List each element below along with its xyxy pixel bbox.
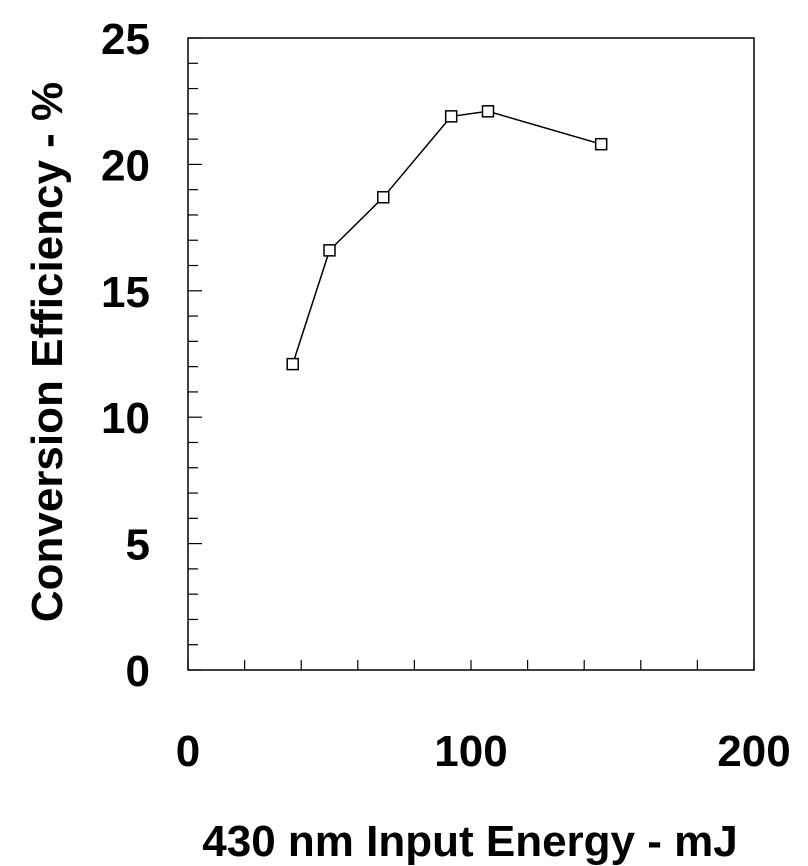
series xyxy=(286,105,608,371)
series-line xyxy=(291,110,602,365)
y-tick-label: 15 xyxy=(101,268,150,317)
x-tick-label: 100 xyxy=(434,727,507,776)
data-point xyxy=(481,105,495,118)
data-point xyxy=(323,244,336,257)
x-axis-title: 430 nm Input Energy - mJ xyxy=(202,817,737,866)
y-tick-label: 0 xyxy=(126,647,150,696)
x-tick-label: 0 xyxy=(176,727,200,776)
data-point xyxy=(286,357,299,371)
data-point xyxy=(444,110,458,123)
data-point xyxy=(377,191,390,204)
y-tick-label: 20 xyxy=(101,141,150,190)
y-tick-label: 10 xyxy=(101,394,150,443)
tick-labels: 0 5 10 15 20 25 0 100 200 xyxy=(101,15,791,776)
x-tick-label: 200 xyxy=(717,727,790,776)
y-axis-title: Conversion Efficiency - % xyxy=(23,82,72,622)
y-tick-label: 5 xyxy=(126,521,150,570)
plot-frame xyxy=(187,37,755,671)
y-tick-label: 25 xyxy=(101,15,150,64)
data-point xyxy=(594,137,608,151)
ticks xyxy=(187,37,755,671)
